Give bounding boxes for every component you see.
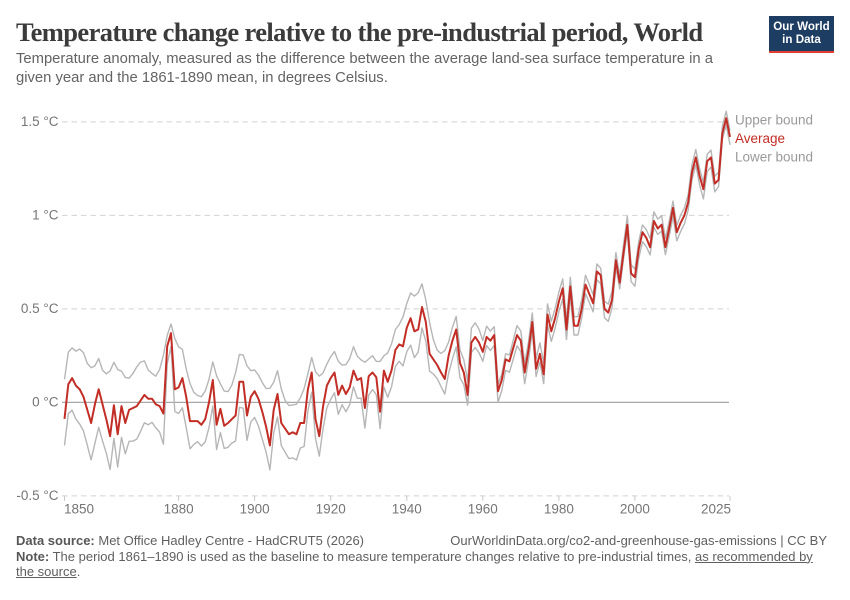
svg-text:Upper bound: Upper bound [735,113,813,128]
svg-text:Average: Average [735,131,785,146]
svg-text:1 °C: 1 °C [32,207,59,222]
svg-text:2000: 2000 [620,502,650,517]
svg-text:1850: 1850 [64,502,94,517]
svg-text:1.5 °C: 1.5 °C [21,114,59,129]
svg-text:1960: 1960 [468,502,498,517]
svg-text:1880: 1880 [164,502,194,517]
svg-text:1980: 1980 [544,502,574,517]
svg-text:1940: 1940 [392,502,422,517]
svg-text:1900: 1900 [240,502,270,517]
svg-text:-0.5 °C: -0.5 °C [16,488,58,503]
svg-text:Lower bound: Lower bound [735,150,813,165]
svg-text:0 °C: 0 °C [32,394,59,409]
svg-text:0.5 °C: 0.5 °C [21,301,59,316]
svg-text:1920: 1920 [316,502,346,517]
svg-text:2025: 2025 [701,502,731,517]
